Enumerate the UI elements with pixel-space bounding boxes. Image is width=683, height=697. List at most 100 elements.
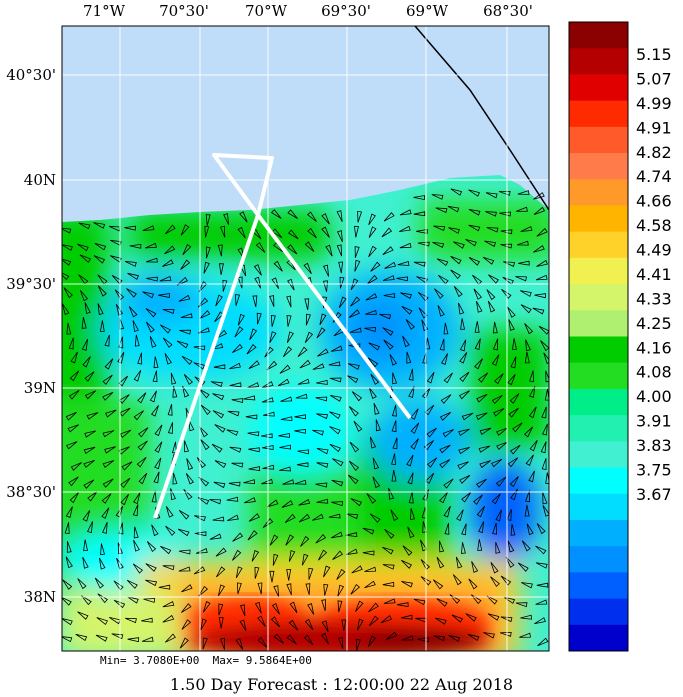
direction-arrow	[369, 513, 381, 523]
direction-arrow	[461, 492, 472, 503]
colorbar-swatch	[569, 126, 628, 154]
direction-arrow	[303, 262, 312, 275]
direction-arrow	[439, 338, 445, 351]
direction-arrow	[338, 296, 347, 309]
direction-arrow	[114, 289, 125, 301]
colorbar	[568, 21, 629, 652]
direction-arrow	[272, 553, 279, 566]
direction-arrow	[294, 479, 307, 485]
direction-arrow	[68, 476, 79, 487]
direction-arrow	[248, 513, 260, 522]
direction-arrow	[426, 427, 437, 438]
direction-arrow	[231, 462, 244, 468]
direction-arrow	[455, 556, 463, 569]
direction-arrow	[234, 326, 244, 338]
direction-arrow	[102, 391, 114, 401]
direction-arrow	[515, 276, 527, 282]
direction-arrow	[332, 550, 344, 560]
colorbar-label: 5.15	[636, 45, 672, 64]
direction-arrow	[382, 581, 395, 587]
direction-arrow	[153, 356, 159, 369]
direction-arrow	[350, 296, 361, 307]
direction-arrow	[339, 276, 345, 289]
direction-arrow	[273, 260, 283, 272]
direction-arrow	[243, 479, 256, 485]
direction-arrow	[133, 539, 140, 552]
direction-arrow	[100, 543, 106, 556]
direction-arrow	[159, 275, 172, 282]
direction-arrow	[235, 294, 241, 306]
direction-arrow	[390, 509, 399, 521]
direction-arrow	[337, 637, 344, 649]
colorbar-label: 4.99	[636, 94, 672, 113]
direction-arrow	[269, 295, 275, 307]
colorbar-swatch	[569, 598, 628, 626]
direction-arrow	[193, 362, 206, 370]
direction-arrow	[255, 242, 266, 253]
direction-arrow	[448, 635, 461, 642]
direction-arrow	[322, 280, 328, 293]
direction-arrow	[544, 388, 549, 401]
direction-arrow	[545, 370, 549, 383]
direction-arrow	[536, 582, 549, 588]
direction-arrow	[416, 276, 428, 284]
direction-arrow	[452, 574, 462, 586]
direction-arrow	[186, 458, 194, 470]
direction-arrow	[181, 584, 193, 593]
direction-arrow	[247, 382, 260, 388]
direction-arrow	[350, 498, 362, 507]
colorbar-label: 4.00	[636, 387, 672, 406]
direction-arrow	[329, 377, 342, 383]
direction-arrow	[399, 209, 412, 216]
direction-arrow	[368, 226, 377, 238]
direction-arrow	[400, 292, 412, 299]
direction-arrow	[109, 239, 122, 246]
direction-arrow	[111, 633, 124, 640]
direction-arrow	[279, 444, 292, 450]
direction-arrow	[362, 527, 375, 535]
direction-arrow	[132, 320, 139, 333]
direction-arrow	[78, 222, 91, 230]
direction-arrow	[198, 476, 210, 487]
direction-arrow	[491, 493, 501, 505]
direction-arrow	[317, 348, 329, 357]
direction-arrow	[66, 322, 72, 335]
direction-arrow	[62, 597, 72, 606]
colorbar-labels: 5.15 5.07 4.99 4.91 4.82 4.74 4.66 4.58 4.49 4.41…	[636, 45, 672, 504]
direction-arrow	[257, 636, 268, 648]
direction-arrow	[372, 476, 381, 489]
direction-arrow	[286, 295, 292, 308]
direction-arrow	[347, 474, 359, 485]
direction-arrow	[198, 388, 210, 399]
colorbar-swatch	[569, 388, 628, 416]
direction-arrow	[306, 211, 317, 222]
direction-arrow	[304, 298, 310, 310]
direction-arrow	[499, 211, 511, 217]
direction-arrow	[382, 327, 394, 336]
direction-arrow	[170, 372, 177, 385]
direction-arrow	[495, 476, 507, 487]
lon-label: 70°W	[245, 2, 288, 20]
direction-arrow	[383, 598, 396, 604]
direction-arrow	[138, 472, 148, 485]
direction-arrow	[264, 346, 274, 358]
direction-arrow	[99, 557, 106, 570]
direction-arrow	[246, 343, 257, 355]
direction-arrow	[254, 566, 260, 579]
direction-arrow	[118, 336, 124, 349]
direction-arrow	[115, 303, 124, 316]
direction-arrow	[200, 618, 207, 631]
direction-arrow	[299, 359, 311, 369]
direction-arrow	[485, 192, 498, 199]
direction-arrow	[439, 492, 448, 504]
direction-arrow	[450, 188, 463, 196]
direction-arrow	[113, 580, 124, 591]
direction-arrow	[245, 414, 258, 420]
direction-arrow	[216, 566, 226, 578]
direction-arrow	[70, 351, 78, 364]
direction-arrow	[182, 385, 190, 398]
direction-arrow	[433, 635, 446, 642]
lat-lon-grid	[62, 26, 549, 651]
direction-arrow	[365, 293, 378, 301]
direction-arrow	[408, 491, 414, 504]
